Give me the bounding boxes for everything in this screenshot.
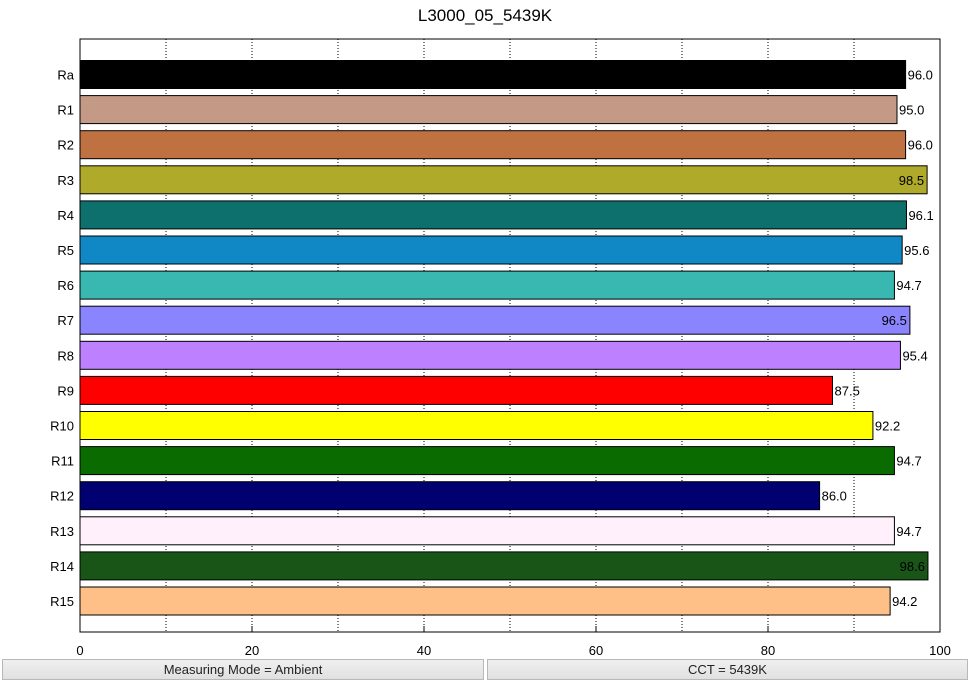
value-label-r11: 94.7 [896, 454, 921, 469]
bar-r10 [79, 411, 874, 440]
value-label-r5: 95.6 [904, 243, 929, 258]
x-tick-label: 40 [417, 643, 431, 658]
bar-r5 [79, 235, 903, 265]
x-tick-label: 0 [76, 643, 83, 658]
bar-r12 [79, 481, 821, 511]
bar-r8 [79, 340, 901, 370]
status-measuring-mode: Measuring Mode = Ambient [2, 659, 484, 680]
bar-r11 [79, 446, 895, 476]
value-label-r8: 95.4 [902, 348, 927, 363]
chart-title: L3000_05_5439K [417, 6, 553, 25]
category-label-r8: R8 [57, 348, 74, 363]
value-labels: 96.0 95.0 96.0 98.5 96.1 95.6 94.7 96.5 95.4 87.5… [822, 68, 934, 610]
value-label-r9: 87.5 [835, 383, 860, 398]
category-label-r9: R9 [57, 383, 74, 398]
category-label-r4: R4 [57, 208, 74, 223]
bar-r9 [79, 375, 833, 405]
x-tick-label: 80 [761, 643, 775, 658]
bar-r4 [79, 200, 907, 230]
category-label-r1: R1 [57, 103, 74, 118]
category-label-r7: R7 [57, 313, 74, 328]
value-label-ra: 96.0 [908, 68, 933, 83]
x-tick-label: 20 [245, 643, 259, 658]
category-labels: Ra R1 R2 R3 R4 R5 R6 R7 R8 R9 R10 R11 R12 R13 R14 R15 [50, 68, 75, 610]
category-label-r10: R10 [50, 419, 74, 434]
bar-r14 [79, 551, 929, 581]
x-axis-ticks: 0 20 40 60 80 100 [76, 626, 951, 658]
bar-r1 [79, 95, 898, 125]
category-label-r15: R15 [50, 594, 74, 609]
value-label-r3: 98.5 [899, 173, 924, 188]
cri-bar-chart: 96.0 95.0 96.0 98.5 96.1 95.6 94.7 96.5 95.4 87.5… [50, 38, 951, 658]
category-label-r3: R3 [57, 173, 74, 188]
bar-r7 [79, 305, 911, 335]
category-label-r5: R5 [57, 243, 74, 258]
value-label-r14: 98.6 [900, 559, 925, 574]
value-label-r15: 94.2 [892, 594, 917, 609]
bar-ra [79, 60, 907, 89]
value-label-r12: 86.0 [822, 489, 847, 504]
category-label-r13: R13 [50, 524, 74, 539]
bar-r6 [79, 270, 895, 300]
bar-r3 [79, 165, 928, 195]
category-label-r14: R14 [50, 559, 74, 574]
value-label-r7: 96.5 [882, 313, 907, 328]
category-label-r6: R6 [57, 278, 74, 293]
category-label-r2: R2 [57, 138, 74, 153]
value-label-r10: 92.2 [875, 419, 900, 434]
bar-r2 [79, 130, 907, 160]
value-label-r1: 95.0 [899, 103, 924, 118]
x-tick-label: 60 [589, 643, 603, 658]
category-label-r12: R12 [50, 489, 74, 504]
plot-frame [79, 38, 941, 633]
category-label-r11: R11 [51, 454, 74, 469]
status-cct: CCT = 5439K [487, 659, 968, 680]
bar-r13 [79, 516, 895, 546]
value-label-r13: 94.7 [896, 524, 921, 539]
value-label-r6: 94.7 [896, 278, 921, 293]
x-tick-label: 100 [929, 643, 951, 658]
category-label-ra: Ra [57, 68, 74, 83]
value-label-r2: 96.0 [908, 138, 933, 153]
value-label-r4: 96.1 [908, 208, 933, 223]
bar-r15 [79, 586, 891, 616]
bars [79, 60, 929, 616]
